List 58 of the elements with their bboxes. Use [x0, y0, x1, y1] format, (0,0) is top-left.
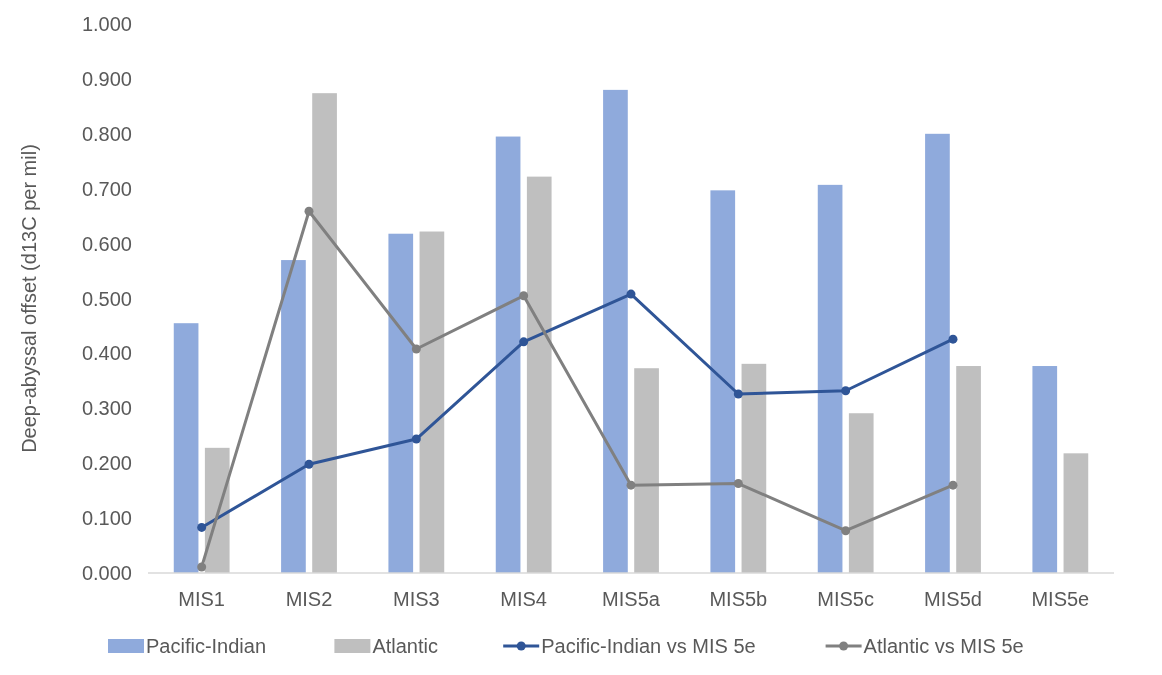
- y-tick-label: 0.800: [81, 122, 132, 145]
- x-tick-label: MIS5c: [817, 588, 875, 610]
- point: [733, 389, 743, 399]
- y-tick-label: 0.200: [81, 452, 132, 475]
- point: [519, 337, 529, 347]
- x-tick-label: MIS5b: [709, 588, 768, 610]
- point: [948, 334, 958, 344]
- y-tick-label: 0.700: [81, 177, 132, 200]
- bar: [388, 233, 414, 573]
- legend-label: Atlantic vs MIS 5e: [863, 635, 1024, 657]
- x-tick-label: MIS2: [285, 588, 333, 610]
- y-tick-label: 0.100: [81, 507, 132, 530]
- y-tick-label: 0.500: [81, 287, 132, 310]
- bar: [526, 176, 552, 573]
- x-tick-label: MIS5a: [602, 588, 661, 610]
- bar: [281, 260, 306, 573]
- x-tick-label: MIS1: [178, 588, 226, 610]
- legend-label: Atlantic: [372, 635, 438, 657]
- point: [197, 562, 207, 572]
- point: [411, 434, 421, 444]
- y-tick-label: 1.000: [81, 13, 132, 35]
- bar: [817, 184, 843, 573]
- point: [411, 344, 421, 354]
- point: [304, 459, 314, 469]
- bar: [495, 136, 521, 573]
- y-tick-label: 0.900: [81, 67, 132, 90]
- bar: [741, 363, 767, 573]
- point: [841, 526, 851, 536]
- bar: [634, 368, 659, 573]
- point: [304, 206, 314, 216]
- point: [733, 479, 743, 489]
- bar: [956, 366, 981, 573]
- point: [948, 480, 958, 490]
- point: [626, 289, 636, 299]
- point: [841, 386, 851, 396]
- bar: [603, 89, 628, 573]
- x-tick-label: MIS4: [500, 588, 548, 610]
- point: [626, 480, 636, 490]
- bar: [419, 231, 445, 573]
- legend-label: Pacific-Indian vs MIS 5e: [541, 635, 756, 657]
- x-tick-label: MIS5e: [1031, 588, 1090, 610]
- bar: [1032, 366, 1058, 573]
- y-tick-label: 0.000: [81, 562, 132, 584]
- bar: [710, 190, 736, 573]
- point: [519, 291, 529, 301]
- y-tick-label: 0.600: [81, 232, 132, 255]
- y-tick-label: 0.300: [81, 397, 132, 420]
- bar: [1063, 453, 1089, 573]
- x-tick-label: MIS5d: [924, 588, 982, 610]
- y-tick-label: 0.400: [81, 342, 132, 365]
- bar: [925, 133, 950, 573]
- point: [197, 522, 207, 532]
- bar: [173, 323, 199, 573]
- y-axis-title: Deep-abyssal offset (d13C per mil): [18, 144, 40, 453]
- x-tick-label: MIS3: [392, 588, 440, 610]
- bar: [848, 413, 874, 573]
- bar: [312, 93, 337, 573]
- legend-label: Pacific-Indian: [146, 635, 267, 657]
